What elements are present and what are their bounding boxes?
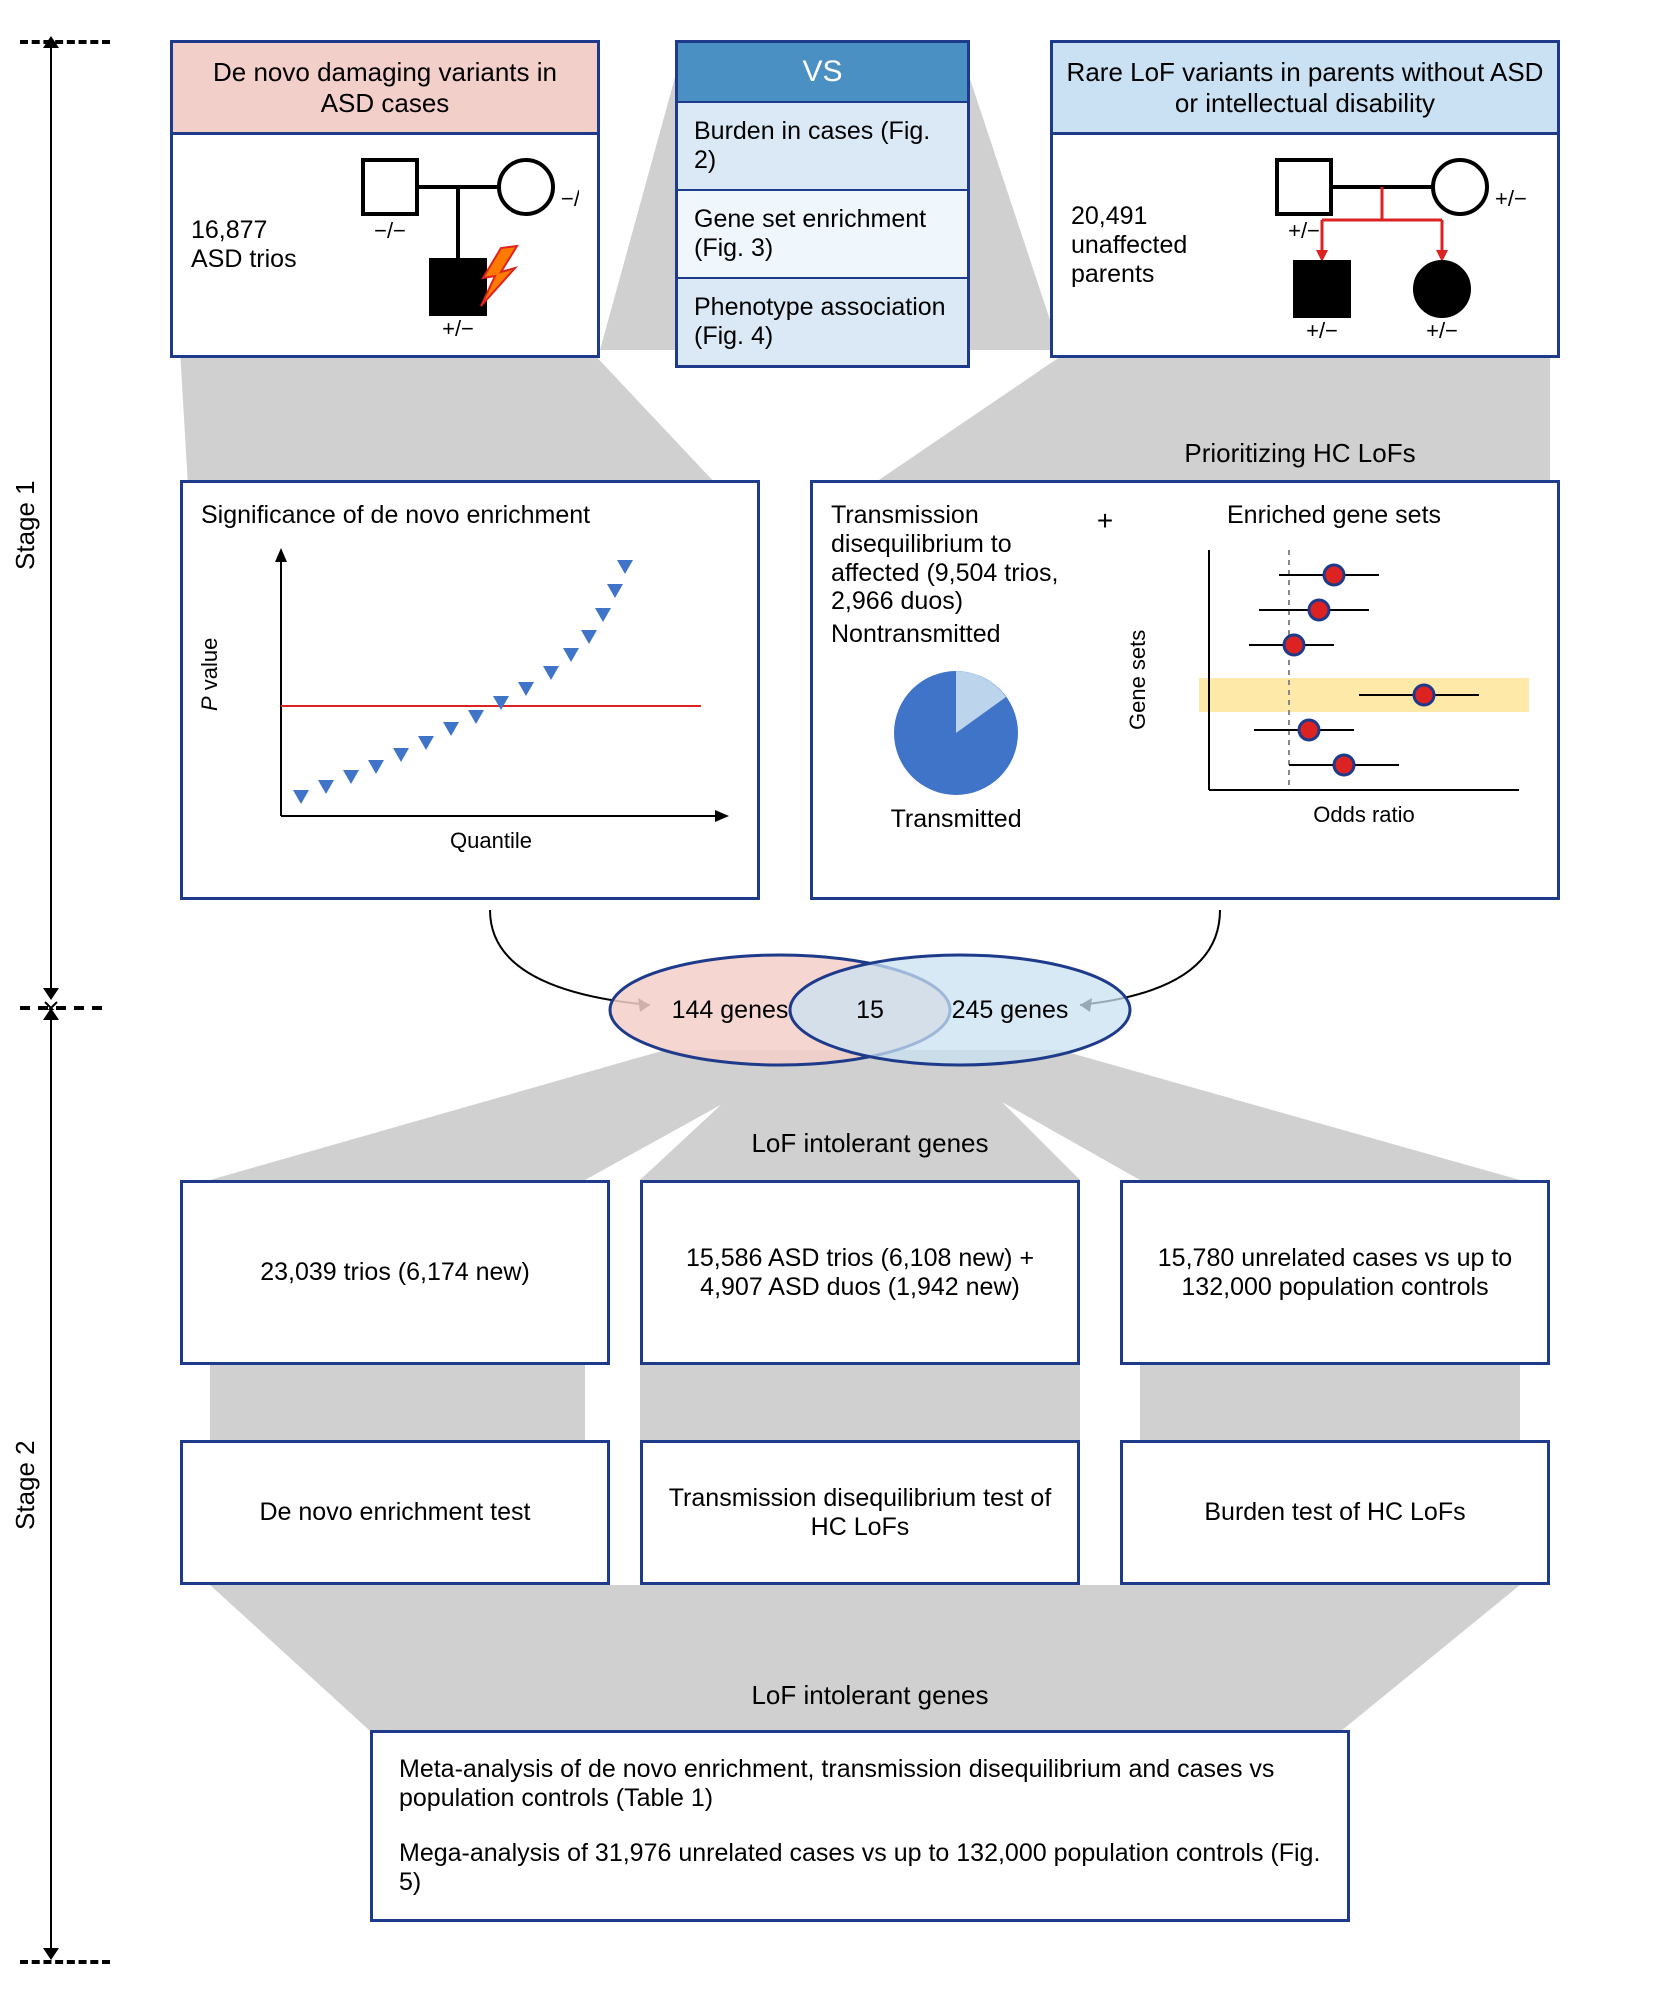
tdt-title: Transmission disequilibrium to affected … [831,501,1081,616]
stage-divider [20,1000,110,1010]
venn-overlap: 15 [856,996,884,1024]
meta-line2: Mega-analysis of 31,976 unrelated cases … [399,1839,1321,1897]
s2-tdt-test-box: Transmission disequilibrium test of HC L… [640,1440,1080,1585]
qq-box: Significance of de novo enrichment P val… [180,480,760,900]
svg-text:+/−: +/− [1495,186,1527,211]
vs-row-phenotype: Phenotype association (Fig. 4) [678,277,967,365]
meta-line1: Meta-analysis of de novo enrichment, tra… [399,1755,1321,1813]
venn-diagram: 144 genes 15 245 genes [520,940,1220,1080]
pedigree-duo: +/− +/− +/− +/− [1237,150,1539,340]
stage2-label: Stage 2 [10,1440,41,1530]
s2-trios-box: 23,039 trios (6,174 new) [180,1180,610,1365]
forest-plot: Odds ratio [1159,530,1539,830]
parent-cohort: 20,491 unaffected parents [1071,202,1227,289]
denovo-cohort: 16,877 ASD trios [191,216,323,274]
s2-burden-test-box: Burden test of HC LoFs [1120,1440,1550,1585]
tdt-trans: Transmitted [831,805,1081,834]
lof-label-2: LoF intolerant genes [620,1680,1120,1711]
s2-denovo-test-box: De novo enrichment test [180,1440,610,1585]
svg-text:+/−: +/− [1426,318,1458,340]
s2-duos-box: 15,586 ASD trios (6,108 new) + 4,907 ASD… [640,1180,1080,1365]
svg-text:+/−: +/− [1288,218,1320,243]
parent-lof-box: Rare LoF variants in parents without ASD… [1050,40,1560,358]
svg-text:+/−: +/− [1306,318,1338,340]
s2-casecontrol-box: 15,780 unrelated cases vs up to 132,000 … [1120,1180,1550,1365]
forest-title: Enriched gene sets [1129,501,1539,530]
vs-head: VS [678,43,967,101]
qq-plot: Quantile [241,536,761,856]
pie-chart [866,655,1046,805]
vs-row-geneset: Gene set enrichment (Fig. 3) [678,189,967,277]
stage1-label: Stage 1 [10,480,41,570]
meta-analysis-box: Meta-analysis of de novo enrichment, tra… [370,1730,1350,1922]
qq-title: Significance of de novo enrichment [201,501,739,530]
vs-column: VS Burden in cases (Fig. 2) Gene set enr… [675,40,970,368]
venn-left: 144 genes [672,996,789,1024]
lof-label-1: LoF intolerant genes [620,1128,1120,1159]
qq-xlabel: Quantile [450,828,532,853]
denovo-cases-box: De novo damaging variants in ASD cases 1… [170,40,600,358]
prioritizing-label: Prioritizing HC LoFs [1050,438,1550,469]
tdt-nontrans: Nontransmitted [831,620,1081,649]
vs-row-burden: Burden in cases (Fig. 2) [678,101,967,189]
tdt-forest-box: Transmission disequilibrium to affected … [810,480,1560,900]
forest-ylab: Gene sets [1125,630,1151,730]
svg-text:−/−: −/− [561,186,579,211]
svg-text:Odds ratio: Odds ratio [1313,802,1415,827]
svg-text:+/−: +/− [442,316,474,340]
denovo-title: De novo damaging variants in ASD cases [173,43,597,135]
plus-sign: + [1091,501,1119,879]
pedigree-trio: −/− −/− +/− [333,150,579,340]
venn-right: 245 genes [952,996,1069,1024]
svg-text:−/−: −/− [374,218,406,243]
parent-lof-title: Rare LoF variants in parents without ASD… [1053,43,1557,135]
